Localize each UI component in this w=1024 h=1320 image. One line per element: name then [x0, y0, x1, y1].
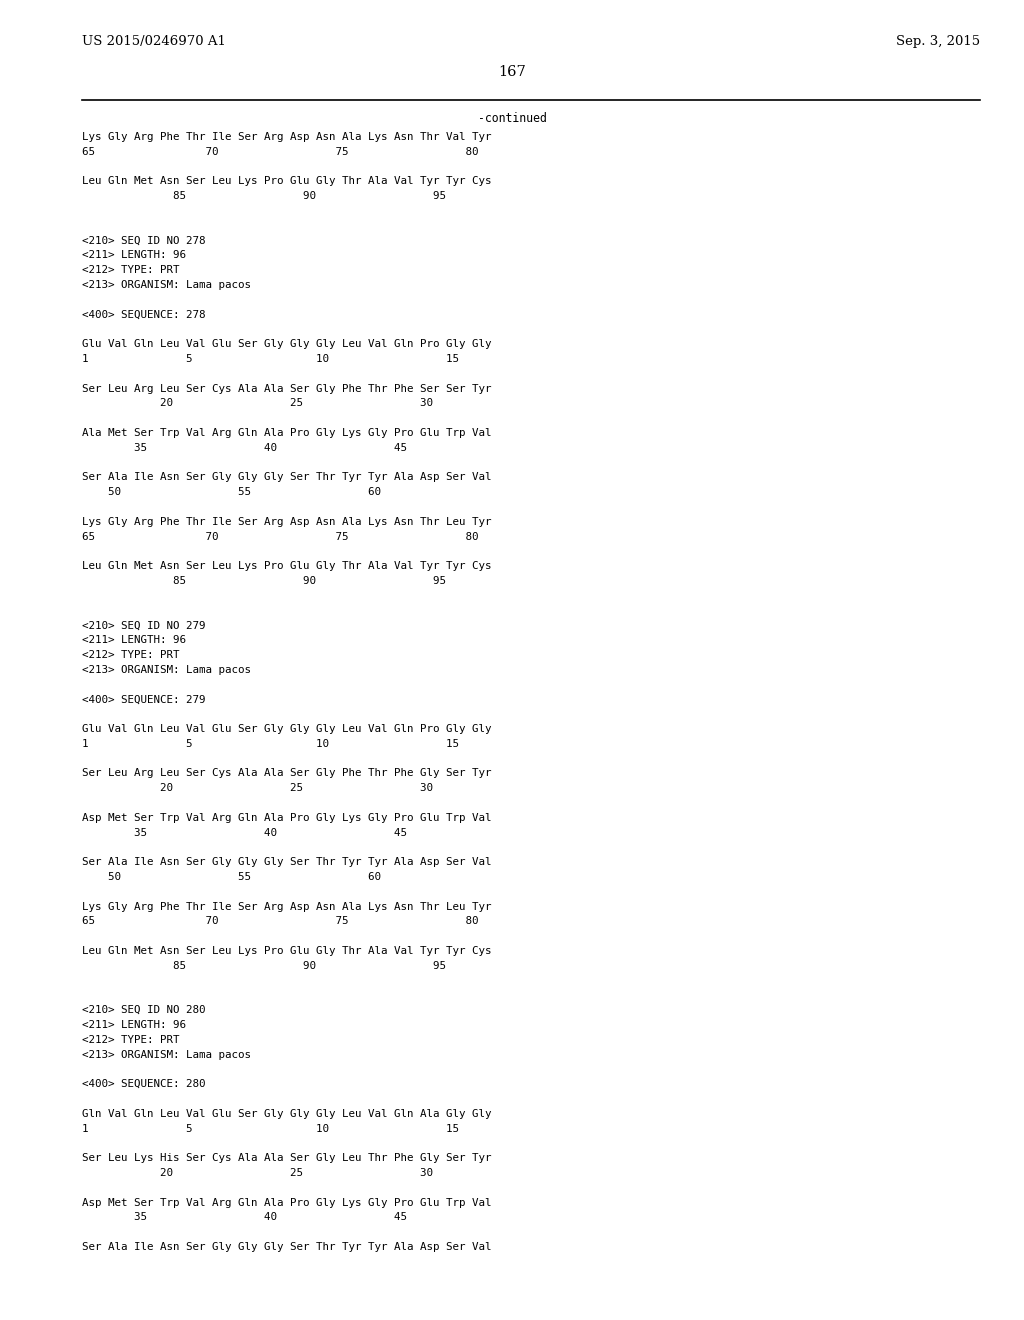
Text: Ala Met Ser Trp Val Arg Gln Ala Pro Gly Lys Gly Pro Glu Trp Val: Ala Met Ser Trp Val Arg Gln Ala Pro Gly …: [82, 428, 492, 438]
Text: <212> TYPE: PRT: <212> TYPE: PRT: [82, 1035, 179, 1045]
Text: 65                 70                  75                  80: 65 70 75 80: [82, 147, 478, 157]
Text: 167: 167: [498, 65, 526, 79]
Text: Glu Val Gln Leu Val Glu Ser Gly Gly Gly Leu Val Gln Pro Gly Gly: Glu Val Gln Leu Val Glu Ser Gly Gly Gly …: [82, 339, 492, 350]
Text: 1               5                   10                  15: 1 5 10 15: [82, 739, 459, 748]
Text: -continued: -continued: [477, 112, 547, 125]
Text: Asp Met Ser Trp Val Arg Gln Ala Pro Gly Lys Gly Pro Glu Trp Val: Asp Met Ser Trp Val Arg Gln Ala Pro Gly …: [82, 1197, 492, 1208]
Text: <400> SEQUENCE: 278: <400> SEQUENCE: 278: [82, 310, 206, 319]
Text: <213> ORGANISM: Lama pacos: <213> ORGANISM: Lama pacos: [82, 280, 251, 290]
Text: <210> SEQ ID NO 279: <210> SEQ ID NO 279: [82, 620, 206, 631]
Text: Ser Leu Arg Leu Ser Cys Ala Ala Ser Gly Phe Thr Phe Gly Ser Tyr: Ser Leu Arg Leu Ser Cys Ala Ala Ser Gly …: [82, 768, 492, 779]
Text: Leu Gln Met Asn Ser Leu Lys Pro Glu Gly Thr Ala Val Tyr Tyr Cys: Leu Gln Met Asn Ser Leu Lys Pro Glu Gly …: [82, 561, 492, 572]
Text: 50                  55                  60: 50 55 60: [82, 873, 381, 882]
Text: 20                  25                  30: 20 25 30: [82, 399, 433, 408]
Text: <212> TYPE: PRT: <212> TYPE: PRT: [82, 265, 179, 275]
Text: <210> SEQ ID NO 278: <210> SEQ ID NO 278: [82, 235, 206, 246]
Text: 20                  25                  30: 20 25 30: [82, 783, 433, 793]
Text: Glu Val Gln Leu Val Glu Ser Gly Gly Gly Leu Val Gln Pro Gly Gly: Glu Val Gln Leu Val Glu Ser Gly Gly Gly …: [82, 723, 492, 734]
Text: Ser Leu Lys His Ser Cys Ala Ala Ser Gly Leu Thr Phe Gly Ser Tyr: Ser Leu Lys His Ser Cys Ala Ala Ser Gly …: [82, 1154, 492, 1163]
Text: Lys Gly Arg Phe Thr Ile Ser Arg Asp Asn Ala Lys Asn Thr Val Tyr: Lys Gly Arg Phe Thr Ile Ser Arg Asp Asn …: [82, 132, 492, 143]
Text: 85                  90                  95: 85 90 95: [82, 961, 446, 970]
Text: 65                 70                  75                  80: 65 70 75 80: [82, 532, 478, 541]
Text: Ser Ala Ile Asn Ser Gly Gly Gly Ser Thr Tyr Tyr Ala Asp Ser Val: Ser Ala Ile Asn Ser Gly Gly Gly Ser Thr …: [82, 857, 492, 867]
Text: <213> ORGANISM: Lama pacos: <213> ORGANISM: Lama pacos: [82, 665, 251, 675]
Text: <400> SEQUENCE: 279: <400> SEQUENCE: 279: [82, 694, 206, 705]
Text: 35                  40                  45: 35 40 45: [82, 828, 407, 838]
Text: US 2015/0246970 A1: US 2015/0246970 A1: [82, 36, 226, 48]
Text: 85                  90                  95: 85 90 95: [82, 191, 446, 201]
Text: 50                  55                  60: 50 55 60: [82, 487, 381, 498]
Text: Sep. 3, 2015: Sep. 3, 2015: [896, 36, 980, 48]
Text: Ser Ala Ile Asn Ser Gly Gly Gly Ser Thr Tyr Tyr Ala Asp Ser Val: Ser Ala Ile Asn Ser Gly Gly Gly Ser Thr …: [82, 473, 492, 482]
Text: Leu Gln Met Asn Ser Leu Lys Pro Glu Gly Thr Ala Val Tyr Tyr Cys: Leu Gln Met Asn Ser Leu Lys Pro Glu Gly …: [82, 946, 492, 956]
Text: <210> SEQ ID NO 280: <210> SEQ ID NO 280: [82, 1006, 206, 1015]
Text: Lys Gly Arg Phe Thr Ile Ser Arg Asp Asn Ala Lys Asn Thr Leu Tyr: Lys Gly Arg Phe Thr Ile Ser Arg Asp Asn …: [82, 517, 492, 527]
Text: <400> SEQUENCE: 280: <400> SEQUENCE: 280: [82, 1080, 206, 1089]
Text: <212> TYPE: PRT: <212> TYPE: PRT: [82, 649, 179, 660]
Text: <211> LENGTH: 96: <211> LENGTH: 96: [82, 1020, 186, 1030]
Text: 35                  40                  45: 35 40 45: [82, 442, 407, 453]
Text: Leu Gln Met Asn Ser Leu Lys Pro Glu Gly Thr Ala Val Tyr Tyr Cys: Leu Gln Met Asn Ser Leu Lys Pro Glu Gly …: [82, 177, 492, 186]
Text: 20                  25                  30: 20 25 30: [82, 1168, 433, 1177]
Text: 65                 70                  75                  80: 65 70 75 80: [82, 916, 478, 927]
Text: 1               5                   10                  15: 1 5 10 15: [82, 1123, 459, 1134]
Text: Lys Gly Arg Phe Thr Ile Ser Arg Asp Asn Ala Lys Asn Thr Leu Tyr: Lys Gly Arg Phe Thr Ile Ser Arg Asp Asn …: [82, 902, 492, 912]
Text: 35                  40                  45: 35 40 45: [82, 1212, 407, 1222]
Text: 1               5                   10                  15: 1 5 10 15: [82, 354, 459, 364]
Text: <213> ORGANISM: Lama pacos: <213> ORGANISM: Lama pacos: [82, 1049, 251, 1060]
Text: Ser Ala Ile Asn Ser Gly Gly Gly Ser Thr Tyr Tyr Ala Asp Ser Val: Ser Ala Ile Asn Ser Gly Gly Gly Ser Thr …: [82, 1242, 492, 1251]
Text: Asp Met Ser Trp Val Arg Gln Ala Pro Gly Lys Gly Pro Glu Trp Val: Asp Met Ser Trp Val Arg Gln Ala Pro Gly …: [82, 813, 492, 822]
Text: <211> LENGTH: 96: <211> LENGTH: 96: [82, 635, 186, 645]
Text: Gln Val Gln Leu Val Glu Ser Gly Gly Gly Leu Val Gln Ala Gly Gly: Gln Val Gln Leu Val Glu Ser Gly Gly Gly …: [82, 1109, 492, 1119]
Text: 85                  90                  95: 85 90 95: [82, 576, 446, 586]
Text: Ser Leu Arg Leu Ser Cys Ala Ala Ser Gly Phe Thr Phe Ser Ser Tyr: Ser Leu Arg Leu Ser Cys Ala Ala Ser Gly …: [82, 384, 492, 393]
Text: <211> LENGTH: 96: <211> LENGTH: 96: [82, 251, 186, 260]
